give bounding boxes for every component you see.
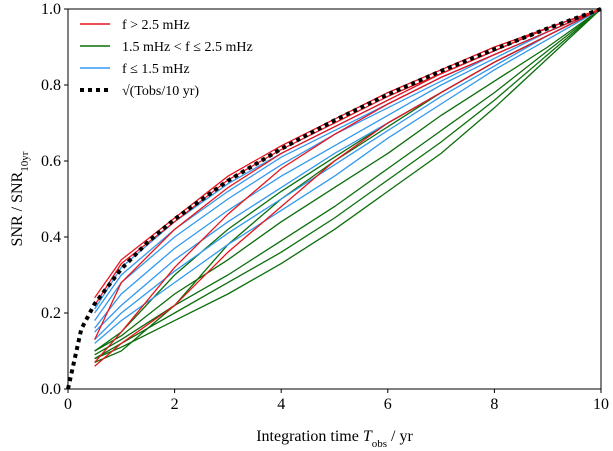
line [94,8,602,352]
legend-label: 1.5 mHz < f ≤ 2.5 mHz [122,40,253,55]
line [94,8,602,352]
line [94,8,602,341]
legend-label: f > 2.5 mHz [122,18,190,33]
x-tick-label: 10 [593,396,609,413]
x-tick-label: 0 [64,396,72,413]
y-tick-label: 0.0 [41,381,61,398]
y-tick-label: 0.4 [41,229,61,246]
x-axis-label-part: / yr [387,428,413,445]
x-axis-label-part: obs [372,438,387,450]
plot-frame [67,8,602,390]
y-tick-label: 1.0 [41,1,61,18]
x-axis-label: Integration time Tobs / yr [256,428,413,450]
line [94,8,602,367]
line [94,8,602,356]
x-axis-label-part: Integration time [256,428,363,445]
line [94,8,602,360]
x-tick-label: 2 [171,396,179,413]
y-axis-label-part: SNR / SNR [9,171,26,246]
line [94,8,602,333]
y-axis-label-part: 10yr [19,151,31,172]
y-axis-label: SNR / SNR10yr [9,151,31,246]
x-axis-label-part: T [363,428,373,445]
line [94,8,602,360]
y-tick-label: 0.8 [41,77,61,94]
line [94,8,602,329]
line [66,7,602,390]
x-tick-label: 6 [384,396,392,413]
x-tick-label: 4 [277,396,285,413]
x-tick-label: 8 [490,396,498,413]
y-tick-label: 0.2 [41,305,61,322]
legend-label: f ≤ 1.5 mHz [122,62,190,77]
line [94,8,602,363]
line [94,8,602,344]
y-tick-label: 0.6 [41,153,61,170]
line [94,8,602,340]
legend-label: √(Tobs/10 yr) [122,84,199,99]
